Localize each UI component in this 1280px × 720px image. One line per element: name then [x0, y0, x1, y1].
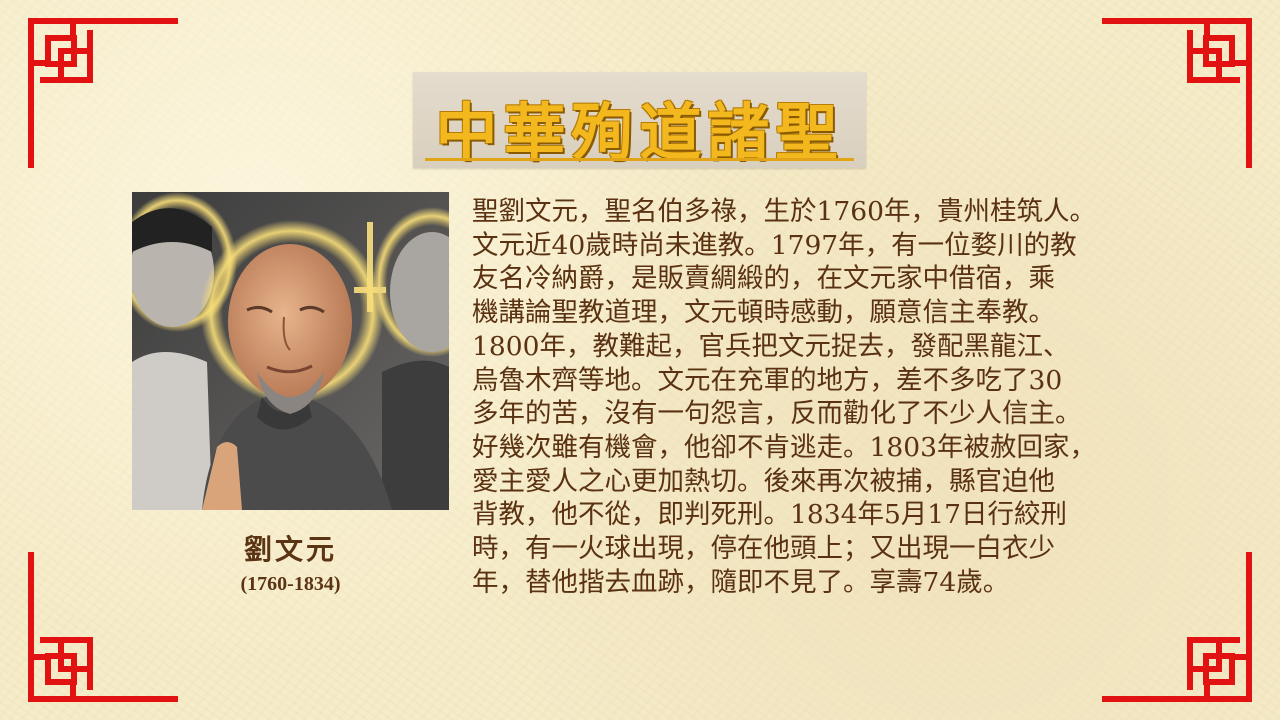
bio-line: 友名冷納爵，是販賣綢緞的，在文元家中借宿，乘	[472, 263, 1055, 295]
saint-name: 劉文元	[243, 533, 337, 566]
corner-ornament-top-right	[1102, 18, 1252, 168]
bio-line: 年，替他揩去血跡，隨即不見了。享壽74歲。	[472, 566, 1010, 598]
bio-line: 多年的苦，沒有一句怨言，反而勸化了不少人信主。	[472, 398, 1082, 430]
bio-line: 背教，他不從，即判死刑。1834年5月17日行絞刑	[472, 499, 1068, 531]
title-banner: 中華殉道諸聖	[413, 72, 866, 169]
corner-ornament-top-left	[28, 18, 178, 168]
bio-line: 時，有一火球出現，停在他頭上；又出現一白衣少	[472, 533, 1055, 565]
bio-line: 機講論聖教道理，文元頓時感動，願意信主奉教。	[472, 297, 1055, 329]
bio-line: 愛主愛人之心更加熱切。後來再次被捕，縣官迫他	[472, 465, 1055, 497]
bio-line: 聖劉文元，聖名伯多祿，生於1760年，貴州桂筑人。	[472, 196, 1096, 227]
bio-line: 1800年，教難起，官兵把文元捉去，發配黑龍江、	[472, 330, 1070, 362]
title-underline	[425, 158, 854, 161]
bio-line: 好幾次雖有機會，他卻不肯逃走。1803年被赦回家，	[472, 431, 1096, 463]
biography-text: 聖劉文元，聖名伯多祿，生於1760年，貴州桂筑人。 文元近40歲時尚未進教。17…	[472, 195, 1232, 599]
corner-ornament-bottom-left	[28, 552, 178, 702]
saint-portrait	[132, 192, 449, 510]
page-title: 中華殉道諸聖	[435, 96, 844, 169]
saint-years: (1760-1834)	[240, 573, 341, 595]
bio-line: 文元近40歲時尚未進教。1797年，有一位婺川的教	[472, 229, 1077, 261]
corner-ornament-bottom-right	[1102, 552, 1252, 702]
bio-line: 烏魯木齊等地。文元在充軍的地方，差不多吃了30	[472, 364, 1063, 396]
